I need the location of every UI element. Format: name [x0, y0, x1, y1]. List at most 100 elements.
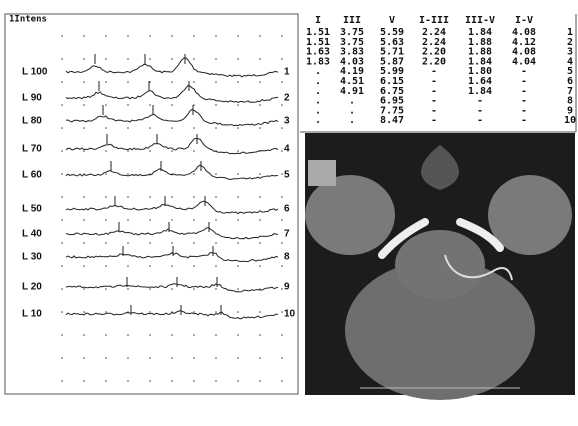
- grid-dot: [193, 219, 195, 221]
- grid-dot: [149, 150, 151, 152]
- grid-dot: [259, 58, 261, 60]
- grid-dot: [193, 173, 195, 175]
- grid-dot: [193, 334, 195, 336]
- grid-dot: [83, 334, 85, 336]
- grid-dot: [281, 58, 283, 60]
- grid-dot: [105, 380, 107, 382]
- table-header: I-III: [419, 15, 449, 26]
- grid-dot: [105, 104, 107, 106]
- grid-dot: [127, 58, 129, 60]
- mri-marker: [308, 160, 336, 186]
- grid-dot: [215, 173, 217, 175]
- grid-dot: [127, 196, 129, 198]
- grid-dot: [281, 357, 283, 359]
- grid-dot: [83, 265, 85, 267]
- grid-dot: [105, 196, 107, 198]
- grid-dot: [127, 357, 129, 359]
- grid-dot: [149, 219, 151, 221]
- grid-dot: [149, 288, 151, 290]
- grid-dot: [281, 104, 283, 106]
- grid-dot: [193, 311, 195, 313]
- level-label: L 90: [22, 93, 42, 104]
- table-cell: -: [521, 115, 527, 126]
- grid-dot: [127, 288, 129, 290]
- grid-dot: [237, 81, 239, 83]
- grid-dot: [61, 58, 63, 60]
- grid-dot: [281, 173, 283, 175]
- grid-dot: [61, 150, 63, 152]
- grid-dot: [237, 35, 239, 37]
- grid-dot: [127, 173, 129, 175]
- grid-dot: [215, 242, 217, 244]
- table-header: III: [343, 15, 361, 26]
- grid-dot: [259, 35, 261, 37]
- level-label: L 20: [22, 282, 42, 293]
- grid-dot: [149, 58, 151, 60]
- grid-dot: [61, 35, 63, 37]
- grid-dot: [171, 196, 173, 198]
- grid-dot: [127, 150, 129, 152]
- level-label: L 100: [22, 67, 48, 78]
- trace-number: 7: [284, 229, 290, 240]
- grid-dot: [259, 357, 261, 359]
- level-label: L 70: [22, 144, 42, 155]
- grid-dot: [237, 357, 239, 359]
- grid-dot: [83, 150, 85, 152]
- panel-title: 1Intens: [9, 15, 47, 25]
- trace-number: 8: [284, 252, 290, 263]
- grid-dot: [61, 173, 63, 175]
- table-cell: -: [431, 115, 437, 126]
- grid-dot: [127, 242, 129, 244]
- grid-dot: [105, 265, 107, 267]
- grid-dot: [281, 35, 283, 37]
- grid-dot: [171, 334, 173, 336]
- grid-dot: [83, 288, 85, 290]
- grid-dot: [237, 127, 239, 129]
- trace-number: 2: [284, 93, 290, 104]
- grid-dot: [259, 265, 261, 267]
- grid-dot: [83, 81, 85, 83]
- grid-dot: [193, 81, 195, 83]
- table-cell: .: [349, 115, 355, 126]
- grid-dot: [259, 219, 261, 221]
- grid-dot: [105, 288, 107, 290]
- grid-dot: [61, 219, 63, 221]
- grid-dot: [61, 196, 63, 198]
- grid-dot: [237, 288, 239, 290]
- grid-dot: [61, 127, 63, 129]
- grid-dot: [61, 81, 63, 83]
- grid-dot: [171, 81, 173, 83]
- grid-dot: [171, 265, 173, 267]
- trace-number: 6: [284, 204, 290, 215]
- grid-dot: [281, 311, 283, 313]
- level-label: L 50: [22, 204, 42, 215]
- grid-dot: [215, 219, 217, 221]
- grid-dot: [237, 219, 239, 221]
- grid-dot: [193, 196, 195, 198]
- grid-dot: [83, 104, 85, 106]
- grid-dot: [281, 127, 283, 129]
- grid-dot: [83, 58, 85, 60]
- trace-number: 10: [284, 309, 296, 320]
- grid-dot: [237, 58, 239, 60]
- grid-dot: [83, 242, 85, 244]
- grid-dot: [61, 242, 63, 244]
- grid-dot: [61, 265, 63, 267]
- grid-dot: [259, 334, 261, 336]
- grid-dot: [171, 150, 173, 152]
- grid-dot: [193, 288, 195, 290]
- grid-dot: [259, 127, 261, 129]
- grid-dot: [193, 35, 195, 37]
- grid-dot: [171, 127, 173, 129]
- grid-dot: [61, 311, 63, 313]
- grid-dot: [105, 35, 107, 37]
- grid-dot: [171, 357, 173, 359]
- table-header: I: [315, 15, 321, 26]
- grid-dot: [215, 357, 217, 359]
- grid-dot: [281, 81, 283, 83]
- grid-dot: [127, 127, 129, 129]
- grid-dot: [61, 288, 63, 290]
- grid-dot: [83, 219, 85, 221]
- grid-dot: [127, 104, 129, 106]
- grid-dot: [215, 58, 217, 60]
